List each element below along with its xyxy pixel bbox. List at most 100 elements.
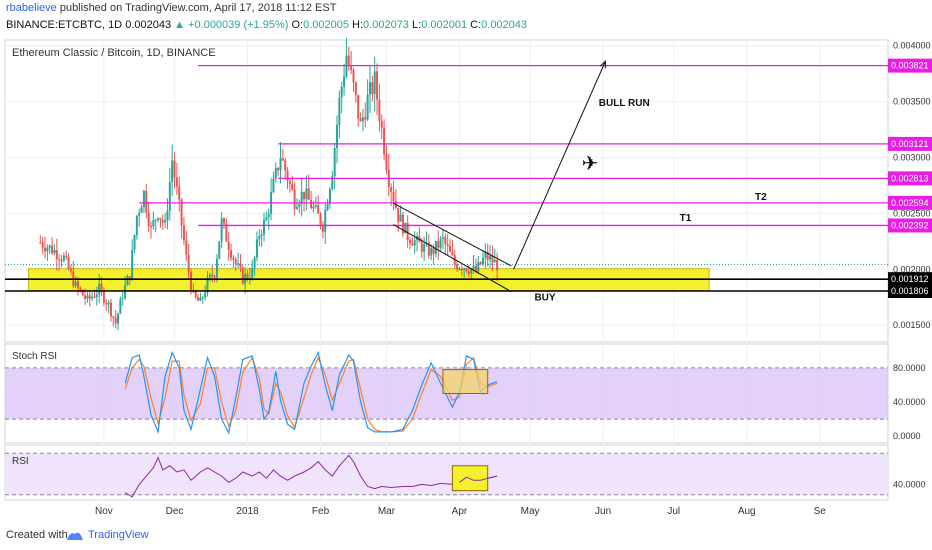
candle-body: [489, 255, 492, 260]
candle-body: [201, 297, 204, 299]
candle-body: [208, 274, 211, 278]
level-price-badge: [888, 218, 932, 233]
author-link[interactable]: rbabelieve: [6, 2, 57, 14]
candle-body: [307, 188, 310, 200]
candle-body: [251, 267, 254, 278]
candle-body: [477, 262, 480, 272]
rsi-line: [124, 454, 498, 498]
candle-body: [138, 212, 141, 216]
candle-body: [336, 124, 339, 149]
candle-body: [199, 297, 202, 301]
candle-body: [67, 257, 70, 269]
candle-body: [430, 248, 433, 256]
candle-body: [220, 218, 223, 242]
chart-canvas[interactable]: BUY BULL RUN T2 T1 ✈ 0.004000 0.003500 0.00300…: [0, 38, 932, 522]
candle-body: [277, 167, 280, 171]
candle-body: [380, 120, 383, 128]
candle-body: [39, 242, 42, 244]
rsi-tick-label: 40.0000: [893, 479, 926, 489]
candle-body: [133, 235, 136, 250]
price-tick-label: 0.002500: [893, 208, 931, 218]
candle-body: [385, 154, 388, 170]
candle-body: [399, 214, 402, 222]
candle-body: [211, 274, 214, 277]
stoch-highlight-box: [442, 369, 489, 395]
candle-body: [456, 264, 459, 270]
candle-body: [470, 269, 473, 274]
tradingview-link[interactable]: TradingView: [88, 529, 149, 541]
candle-body: [204, 292, 207, 298]
candle-body: [175, 177, 178, 187]
support-price-badge: [888, 272, 932, 287]
rsi-line-overlay: [459, 475, 498, 483]
candle-body: [76, 281, 79, 288]
candle-body: [258, 236, 261, 240]
annotation-label: BULL RUN: [599, 98, 650, 109]
candle-body: [413, 240, 416, 246]
candle-body: [102, 290, 105, 303]
candle-body: [439, 238, 442, 248]
candle-body: [128, 276, 131, 280]
candle-body: [291, 183, 294, 190]
candle-body: [305, 188, 308, 200]
candle-body: [319, 213, 322, 225]
candle-body: [51, 245, 54, 254]
candle-body: [437, 240, 440, 248]
candle-body: [100, 283, 103, 291]
time-tick-label: Aug: [738, 506, 756, 517]
candle-body: [298, 203, 301, 208]
candle-body: [173, 160, 176, 178]
time-tick-label: Nov: [95, 506, 113, 517]
candle-body: [65, 255, 68, 258]
stoch-tick-label: 0.0000: [893, 431, 921, 441]
candle-body: [105, 302, 108, 305]
airplane-icon: ✈: [582, 153, 599, 175]
level-price-badge: [888, 195, 932, 210]
candle-body: [314, 205, 317, 207]
candle-body: [117, 313, 120, 324]
candle-body: [142, 191, 145, 208]
last-price: 0.002043: [125, 19, 172, 31]
candle-body: [383, 127, 386, 155]
candle-body: [465, 268, 468, 272]
candle-body: [260, 234, 263, 237]
support-price-badge: [888, 283, 932, 298]
candle-body: [225, 223, 228, 242]
close-value: 0.002043: [481, 19, 528, 31]
candle-body: [467, 271, 470, 274]
open-value: 0.002005: [303, 19, 349, 31]
candle-body: [267, 213, 270, 218]
candle-body: [135, 215, 138, 236]
price-tick-label: 0.004000: [893, 41, 931, 51]
candle-body: [486, 251, 489, 260]
stoch-rsi-title: Stoch RSI: [12, 351, 57, 362]
candle-body: [218, 241, 221, 259]
trend-line: [393, 224, 512, 293]
candle-body: [411, 243, 414, 246]
candle-body: [232, 257, 235, 260]
candle-body: [347, 55, 350, 66]
rsi-title: RSI: [12, 456, 29, 467]
candle-body: [248, 277, 251, 279]
candle-body: [114, 317, 117, 324]
candle-body: [434, 240, 437, 254]
stoch-rsi-layer: [5, 350, 888, 435]
level-price-label: 0.002392: [891, 220, 929, 230]
candle-body: [86, 295, 89, 299]
open-label: O:: [291, 19, 304, 31]
drawings-layer: BUY BULL RUN T2 T1 ✈: [5, 60, 888, 303]
candle-body: [246, 273, 249, 278]
candle-body: [432, 248, 435, 254]
publish-line: rbabelieve published on TradingView.com,…: [6, 2, 336, 14]
candle-body: [222, 218, 225, 224]
symbol[interactable]: BINANCE:ETCBTC, 1D: [6, 19, 123, 31]
candle-body: [361, 117, 364, 122]
candle-body: [317, 205, 320, 214]
candle-body: [321, 224, 324, 232]
published-text: published on TradingView.com, April 17, …: [59, 2, 337, 14]
candle-body: [107, 302, 110, 305]
candle-body: [449, 245, 452, 252]
candle-body: [328, 189, 331, 204]
candle-body: [293, 189, 296, 209]
annotation-label: T1: [680, 213, 692, 224]
